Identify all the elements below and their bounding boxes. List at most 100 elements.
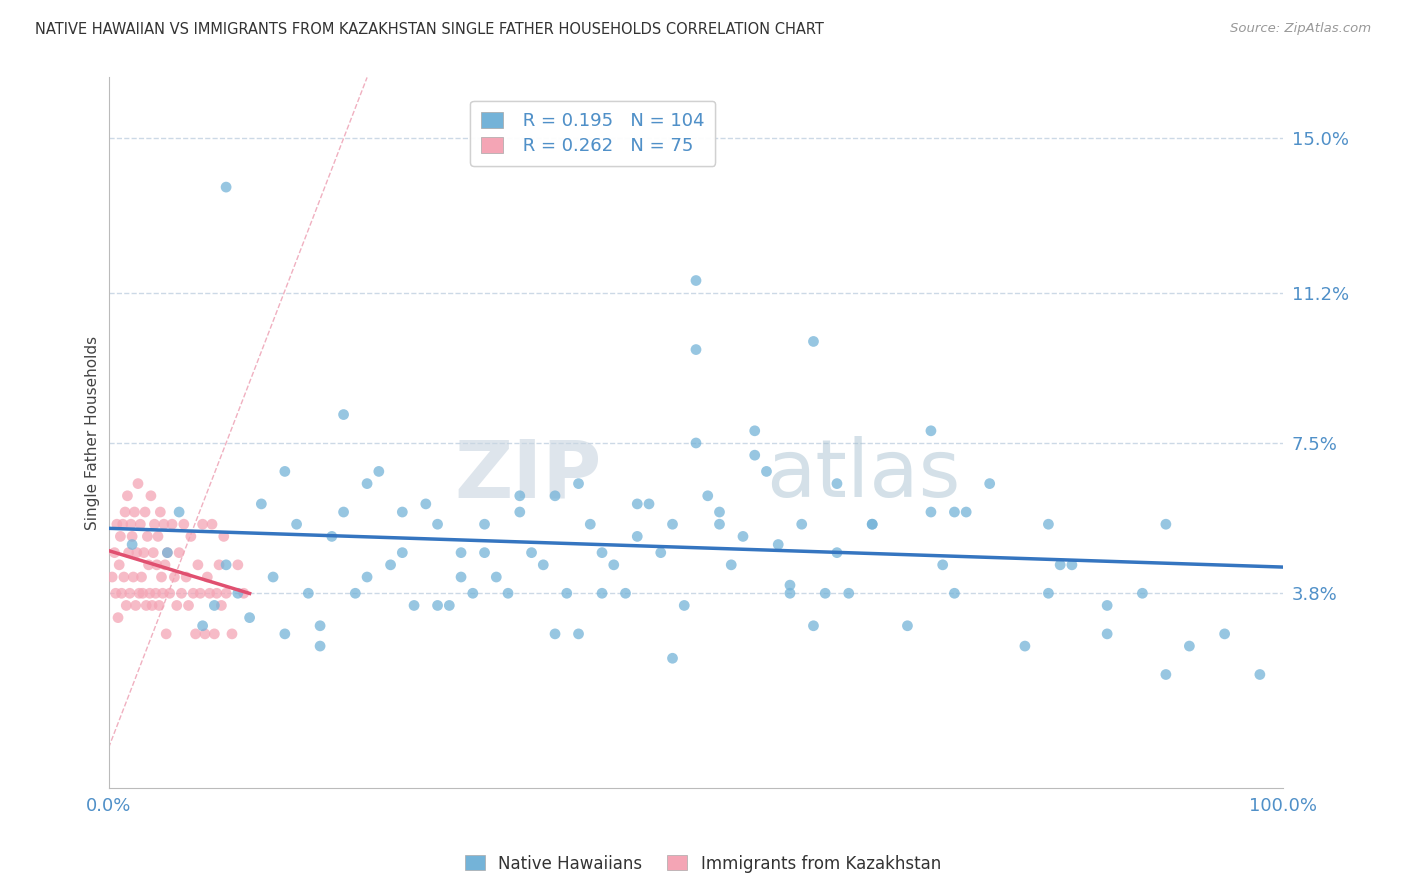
Point: [814, 586, 837, 600]
Text: Source: ZipAtlas.com: Source: ZipAtlas.com: [1230, 22, 1371, 36]
Point: [696, 489, 718, 503]
Point: [132, 546, 155, 560]
Point: [138, 558, 160, 572]
Point: [931, 558, 953, 572]
Point: [285, 517, 308, 532]
Point: [1038, 586, 1060, 600]
Point: [221, 627, 243, 641]
Point: [262, 570, 284, 584]
Point: [104, 586, 127, 600]
Point: [744, 448, 766, 462]
Point: [131, 570, 153, 584]
Point: [156, 546, 179, 560]
Point: [124, 505, 146, 519]
Point: [127, 476, 149, 491]
Point: [685, 273, 707, 287]
Point: [555, 586, 578, 600]
Point: [790, 517, 813, 532]
Point: [1154, 517, 1177, 532]
Point: [117, 546, 139, 560]
Point: [194, 627, 217, 641]
Point: [943, 586, 966, 600]
Point: [943, 505, 966, 519]
Point: [120, 517, 142, 532]
Point: [149, 505, 172, 519]
Point: [768, 537, 790, 551]
Point: [191, 517, 214, 532]
Point: [103, 546, 125, 560]
Point: [496, 586, 519, 600]
Point: [121, 529, 143, 543]
Point: [1095, 599, 1118, 613]
Point: [118, 586, 141, 600]
Point: [709, 517, 731, 532]
Point: [356, 570, 378, 584]
Point: [567, 476, 589, 491]
Point: [661, 517, 683, 532]
Point: [139, 586, 162, 600]
Point: [159, 586, 181, 600]
Point: [131, 586, 153, 600]
Point: [1095, 627, 1118, 641]
Point: [117, 489, 139, 503]
Point: [485, 570, 508, 584]
Point: [1249, 667, 1271, 681]
Point: [215, 558, 238, 572]
Point: [531, 558, 554, 572]
Point: [188, 586, 211, 600]
Point: [825, 476, 848, 491]
Point: [143, 517, 166, 532]
Point: [591, 586, 613, 600]
Point: [426, 517, 449, 532]
Point: [187, 558, 209, 572]
Point: [1154, 667, 1177, 681]
Point: [166, 599, 188, 613]
Point: [744, 424, 766, 438]
Point: [461, 586, 484, 600]
Point: [356, 476, 378, 491]
Point: [779, 586, 801, 600]
Point: [391, 505, 413, 519]
Point: [129, 517, 152, 532]
Point: [152, 586, 174, 600]
Point: [215, 180, 238, 194]
Point: [1213, 627, 1236, 641]
Point: [367, 464, 389, 478]
Point: [309, 639, 332, 653]
Point: [160, 517, 183, 532]
Point: [567, 627, 589, 641]
Point: [450, 546, 472, 560]
Point: [177, 599, 200, 613]
Legend: Native Hawaiians, Immigrants from Kazakhstan: Native Hawaiians, Immigrants from Kazakh…: [458, 848, 948, 880]
Point: [860, 517, 883, 532]
Point: [650, 546, 672, 560]
Point: [110, 529, 132, 543]
Text: NATIVE HAWAIIAN VS IMMIGRANTS FROM KAZAKHSTAN SINGLE FATHER HOUSEHOLDS CORRELATI: NATIVE HAWAIIAN VS IMMIGRANTS FROM KAZAK…: [35, 22, 824, 37]
Point: [544, 489, 567, 503]
Point: [108, 558, 131, 572]
Point: [825, 546, 848, 560]
Point: [920, 424, 942, 438]
Point: [731, 529, 754, 543]
Point: [896, 619, 918, 633]
Point: [136, 529, 159, 543]
Point: [146, 558, 169, 572]
Point: [121, 537, 143, 551]
Point: [122, 570, 145, 584]
Point: [170, 586, 193, 600]
Point: [509, 505, 531, 519]
Point: [195, 570, 218, 584]
Point: [439, 599, 461, 613]
Point: [309, 619, 332, 633]
Point: [226, 586, 249, 600]
Point: [184, 627, 207, 641]
Point: [163, 570, 186, 584]
Point: [250, 497, 273, 511]
Point: [274, 627, 297, 641]
Point: [544, 627, 567, 641]
Point: [146, 529, 169, 543]
Point: [112, 570, 135, 584]
Point: [579, 517, 602, 532]
Point: [1060, 558, 1083, 572]
Point: [321, 529, 343, 543]
